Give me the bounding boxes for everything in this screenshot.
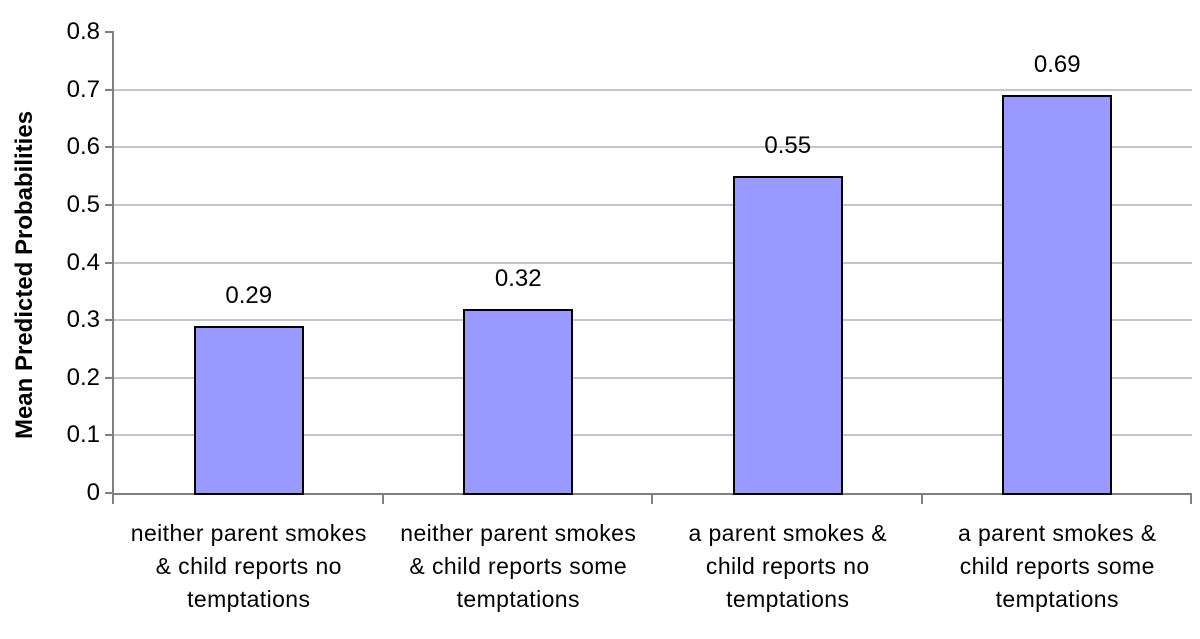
gridline xyxy=(114,319,1192,322)
y-tick-label: 0 xyxy=(86,479,100,506)
x-axis-line xyxy=(112,493,1192,495)
x-tick xyxy=(920,495,923,504)
y-tick-label: 0.8 xyxy=(66,18,100,45)
x-category-label: a parent smokes & child reports some tem… xyxy=(957,520,1157,612)
bar-value-label: 0.69 xyxy=(1033,51,1081,79)
gridline xyxy=(114,146,1192,149)
y-tick-label: 0.5 xyxy=(66,190,100,218)
y-tick-label: 0.3 xyxy=(66,306,100,334)
bar xyxy=(732,176,843,495)
y-axis-line xyxy=(112,32,114,495)
x-category-label: neither parent smokes & child reports no… xyxy=(130,520,367,612)
y-tick-label: 0.2 xyxy=(66,363,100,391)
x-category-label: neither parent smokes & child reports so… xyxy=(400,520,637,612)
x-tick xyxy=(1190,495,1192,504)
y-tick xyxy=(105,492,114,494)
gridline xyxy=(114,261,1192,264)
bar xyxy=(463,308,574,495)
bar-value-label: 0.32 xyxy=(494,264,542,292)
y-tick xyxy=(105,146,114,149)
y-tick-label: 0.4 xyxy=(66,248,100,276)
y-tick-label: 0.7 xyxy=(66,75,100,103)
x-tick xyxy=(112,495,114,504)
y-tick xyxy=(105,203,114,206)
y-tick xyxy=(105,88,114,91)
gridline xyxy=(114,88,1192,91)
y-tick xyxy=(105,31,114,33)
gridline xyxy=(114,434,1192,437)
y-tick xyxy=(105,376,114,379)
gridline xyxy=(114,376,1192,379)
bar-value-label: 0.29 xyxy=(225,281,273,309)
gridline xyxy=(114,203,1192,206)
y-tick xyxy=(105,319,114,322)
bar xyxy=(193,325,304,495)
y-tick-label: 0.1 xyxy=(66,421,100,449)
x-tick xyxy=(381,495,384,504)
bar xyxy=(1002,95,1113,495)
y-tick xyxy=(105,434,114,437)
y-tick xyxy=(105,261,114,264)
x-category-label: a parent smokes & child reports no tempt… xyxy=(688,520,888,612)
x-tick xyxy=(651,495,653,504)
bar-value-label: 0.55 xyxy=(764,132,812,160)
y-tick-label: 0.6 xyxy=(66,133,100,161)
